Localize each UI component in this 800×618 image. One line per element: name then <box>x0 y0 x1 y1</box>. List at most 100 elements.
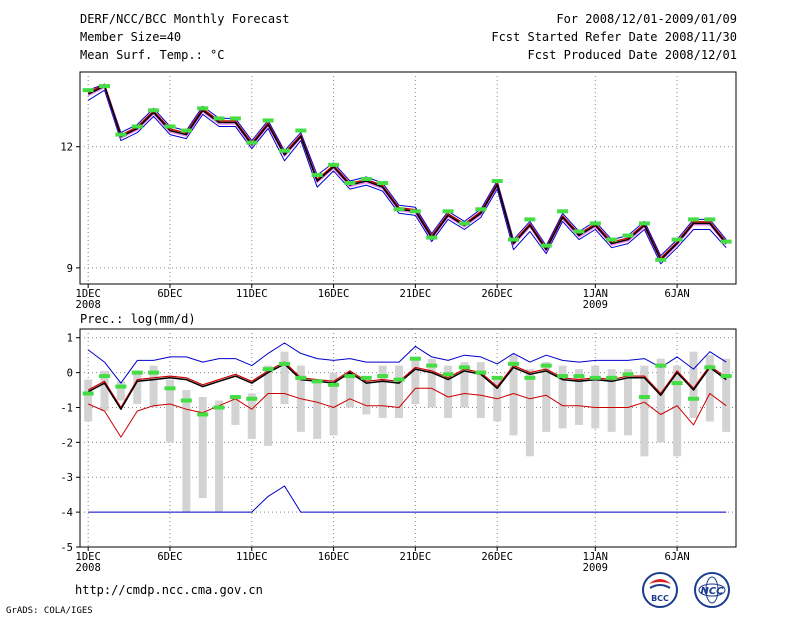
temp-member-line <box>87 83 727 259</box>
temp-obs-mark <box>540 243 552 248</box>
temp-obs-mark <box>377 181 389 186</box>
temp-obs-mark <box>246 140 258 145</box>
temp-obs-mark <box>687 217 699 222</box>
x-tick-sublabel: 2008 <box>76 562 101 574</box>
prec-range-bar <box>542 362 551 432</box>
prec-obs-mark <box>687 396 699 401</box>
prec-obs-mark <box>377 374 389 379</box>
ncc-logo: NCC <box>694 572 730 608</box>
prec-range-bar <box>329 372 338 436</box>
prec-range-bar <box>231 397 240 425</box>
temp-obs-mark <box>99 84 111 89</box>
prec-range-bar <box>476 362 485 418</box>
prec-mean-line <box>87 363 727 410</box>
prec-obs-mark <box>491 375 503 380</box>
temp-obs-mark <box>638 221 650 226</box>
footer-url[interactable]: http://cmdp.ncc.cma.gov.cn <box>75 583 263 597</box>
temp-obs-mark <box>655 257 667 262</box>
x-tick-label: 6JAN <box>664 551 689 563</box>
temp-obs-mark <box>328 162 340 167</box>
prec-range-bar <box>607 369 616 432</box>
prec-obs-mark <box>311 379 323 384</box>
x-tick-label: 1DEC <box>76 551 101 563</box>
prec-obs-mark <box>540 363 552 368</box>
prec-obs-mark <box>246 396 258 401</box>
x-tick-sublabel: 2008 <box>76 299 101 311</box>
temp-obs-mark <box>148 108 160 113</box>
prec-range-bar <box>640 365 649 457</box>
prec-obs-mark <box>638 395 650 400</box>
prec-range-bar <box>362 376 371 415</box>
prec-obs-mark <box>164 386 176 391</box>
prec-obs-mark <box>409 356 421 361</box>
prec-range-bar <box>378 365 387 418</box>
prec-obs-mark <box>524 375 536 380</box>
prec-range-bar <box>84 379 93 422</box>
x-tick-label: 1JAN <box>583 288 608 300</box>
prec-obs-mark <box>671 381 683 386</box>
temp-obs-mark <box>197 106 209 111</box>
temp-obs-mark <box>393 207 405 212</box>
prec-range-bar <box>313 379 322 439</box>
ncc-logo-text: NCC <box>700 586 724 597</box>
y-tick-label: -5 <box>60 542 73 554</box>
logos: BCC NCC <box>640 570 740 614</box>
prec-obs-mark <box>393 377 405 382</box>
temp-obs-mark <box>622 233 634 238</box>
chart-title: DERF/NCC/BCC Monthly Forecast <box>80 12 290 26</box>
temp-obs-mark <box>295 128 307 133</box>
prec-obs-mark <box>589 375 601 380</box>
y-tick-label: -4 <box>60 507 73 519</box>
prec-range-bar <box>149 365 158 408</box>
temp-member-line <box>87 87 727 262</box>
prec-obs-mark <box>115 384 127 389</box>
prec-range-bar <box>509 355 518 436</box>
x-tick-sublabel: 2009 <box>583 562 608 574</box>
temp-obs-mark <box>589 221 601 226</box>
temp-upper-line <box>88 83 727 257</box>
prec-obs-mark <box>360 375 372 380</box>
temp-obs-mark <box>671 237 683 242</box>
prec-range-bar <box>427 358 436 408</box>
temp-obs-mark <box>606 237 618 242</box>
prec-member-line <box>87 361 727 409</box>
temp-obs-mark <box>557 209 569 214</box>
temp-obs-mark <box>442 209 454 214</box>
y-tick-label: 12 <box>60 142 73 154</box>
prec-range-bar <box>215 400 224 513</box>
x-tick-label: 11DEC <box>236 288 268 300</box>
y-tick-label: -2 <box>60 437 73 449</box>
y-tick-label: 1 <box>67 333 73 345</box>
prec-range-bar <box>460 362 469 408</box>
prec-range-bar <box>705 355 714 422</box>
temp-obs-mark <box>164 124 176 129</box>
prec-obs-mark <box>278 361 290 366</box>
prec-obs-mark <box>458 365 470 370</box>
variable-label: Mean Surf. Temp.: °C <box>80 48 225 62</box>
x-tick-label: 21DEC <box>400 288 432 300</box>
prec-obs-mark <box>148 370 160 375</box>
temp-obs-mark <box>458 221 470 226</box>
prec-range-bar <box>247 393 256 439</box>
prec-obs-mark <box>328 382 340 387</box>
prec-range-bar <box>591 365 600 429</box>
prec-upper-line <box>87 342 727 384</box>
y-tick-label: -3 <box>60 472 73 484</box>
temp-obs-mark <box>229 116 241 121</box>
prec-range-bar <box>100 370 109 411</box>
prec-obs-mark <box>131 370 143 375</box>
x-tick-label: 26DEC <box>481 288 513 300</box>
x-tick-label: 26DEC <box>481 551 513 563</box>
prec-range-bar <box>444 365 453 418</box>
prec-obs-mark <box>229 395 241 400</box>
prec-obs-mark <box>655 363 667 368</box>
prec-lower-line <box>88 387 727 438</box>
x-tick-label: 6DEC <box>157 288 182 300</box>
lower-panel-title: Prec.: log(mm/d) <box>80 312 196 326</box>
temp-obs-mark <box>278 148 290 153</box>
temp-obs-mark <box>508 237 520 242</box>
temp-obs-mark <box>180 128 192 133</box>
temp-obs-mark <box>704 217 716 222</box>
prec-range-bar <box>624 369 633 436</box>
